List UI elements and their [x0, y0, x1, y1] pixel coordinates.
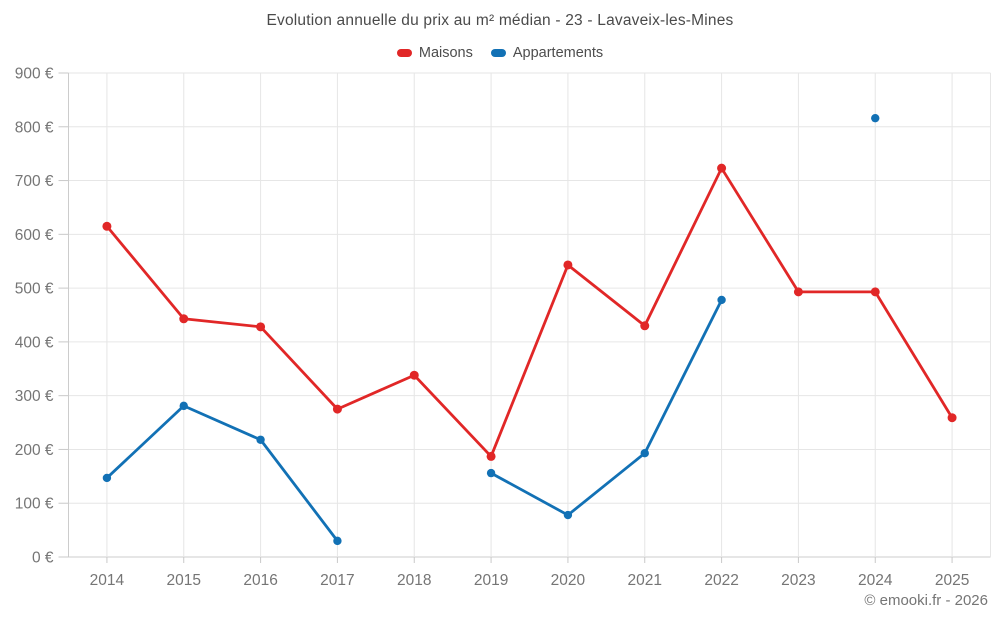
svg-text:500 €: 500 € — [15, 281, 54, 298]
svg-text:300 €: 300 € — [15, 388, 54, 405]
svg-text:2017: 2017 — [320, 572, 354, 589]
svg-text:2022: 2022 — [704, 572, 738, 589]
svg-text:2015: 2015 — [167, 572, 201, 589]
svg-text:700 €: 700 € — [15, 173, 54, 190]
svg-text:400 €: 400 € — [15, 334, 54, 351]
svg-text:2020: 2020 — [551, 572, 586, 589]
svg-text:2023: 2023 — [781, 572, 815, 589]
svg-text:2021: 2021 — [628, 572, 662, 589]
chart-legend: Maisons Appartements — [0, 45, 1000, 61]
legend-label-maisons: Maisons — [418, 45, 473, 61]
svg-text:2025: 2025 — [935, 572, 969, 589]
svg-text:800 €: 800 € — [15, 119, 54, 136]
maisons-series-swatch-icon — [396, 49, 412, 57]
appartements-series-swatch-icon — [490, 49, 506, 57]
svg-text:100 €: 100 € — [15, 496, 54, 513]
svg-text:2018: 2018 — [397, 572, 431, 589]
svg-text:2019: 2019 — [474, 572, 508, 589]
svg-text:200 €: 200 € — [15, 442, 54, 459]
credit-watermark: © emooki.fr - 2026 — [864, 592, 988, 609]
legend-item-maisons[interactable]: Maisons — [396, 45, 473, 61]
legend-item-appartements[interactable]: Appartements — [490, 45, 604, 61]
svg-text:2024: 2024 — [858, 572, 893, 589]
legend-label-appartements: Appartements — [512, 45, 604, 61]
svg-text:0 €: 0 € — [32, 550, 54, 567]
svg-text:600 €: 600 € — [15, 227, 54, 244]
svg-text:900 €: 900 € — [15, 66, 54, 83]
svg-text:2014: 2014 — [90, 572, 125, 589]
svg-text:2016: 2016 — [243, 572, 277, 589]
chart-title: Evolution annuelle du prix au m² médian … — [266, 12, 734, 29]
